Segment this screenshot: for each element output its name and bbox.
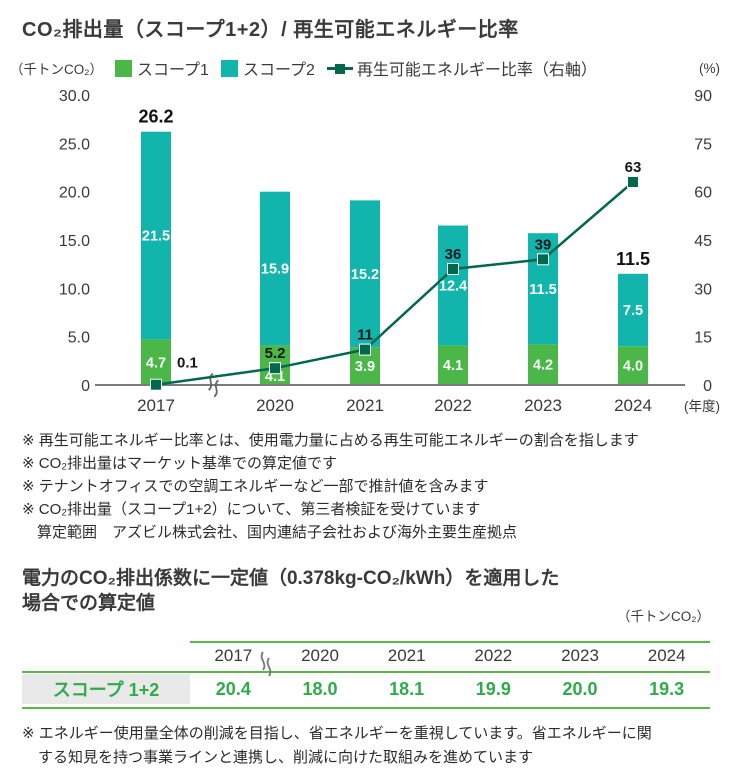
line-marker-square	[334, 63, 345, 74]
svg-text:2024: 2024	[614, 396, 652, 415]
svg-text:20.0: 20.0	[59, 185, 90, 202]
svg-text:39: 39	[535, 236, 552, 253]
chart-title: CO₂排出量（スコープ1+2）/ 再生可能エネルギー比率	[22, 19, 519, 41]
note-line: ※ テナントオフィスでの空調エネルギーなど一部で推計値を含みます	[22, 478, 489, 495]
svg-text:25.0: 25.0	[59, 136, 90, 153]
note-line: ※ 再生可能エネルギー比率とは、使用電力量に占める再生可能エネルギーの割合を指し…	[22, 432, 639, 449]
legend-item-renewable: 再生可能エネルギー比率（右軸）	[326, 56, 597, 80]
table-year-header: 2017	[214, 646, 253, 665]
svg-text:15.9: 15.9	[261, 262, 289, 278]
svg-text:30: 30	[694, 281, 712, 298]
table-value: 18.1	[389, 678, 425, 699]
svg-text:12.4: 12.4	[439, 278, 467, 294]
svg-text:11.5: 11.5	[616, 249, 650, 269]
svg-text:60: 60	[694, 185, 712, 202]
section2-title-line1: 電力のCO₂排出係数に一定値（0.378kg-CO₂/kWh）を適用した	[22, 568, 560, 589]
table-year-header: 2021	[387, 646, 426, 665]
svg-text:75: 75	[694, 136, 712, 153]
table-year-header: 2022	[474, 646, 513, 665]
table-value: 18.0	[302, 678, 338, 699]
legend-label-scope2: スコープ2	[242, 62, 315, 79]
scope-total-table: 2017 2020 2021 2022 2023 2024 スコープ 1+2 2…	[22, 641, 710, 709]
table-row-label: スコープ 1+2	[22, 674, 190, 704]
table-data-row: スコープ 1+2 20.4 18.0 18.1 19.9 20.0 19.3	[22, 671, 710, 707]
section2-title: 電力のCO₂排出係数に一定値（0.378kg-CO₂/kWh）を適用した 場合で…	[22, 566, 728, 616]
svg-text:4.7: 4.7	[146, 355, 166, 371]
svg-text:30.0: 30.0	[59, 88, 90, 105]
svg-text:5.0: 5.0	[68, 330, 90, 347]
chart-legend: （千トンCO₂） スコープ1 スコープ2 再生可能エネルギー比率（右軸） (%)	[10, 56, 740, 80]
chart-notes: ※ 再生可能エネルギー比率とは、使用電力量に占める再生可能エネルギーの割合を指し…	[22, 429, 728, 544]
table-value: 20.4	[215, 678, 251, 699]
svg-text:15.0: 15.0	[59, 233, 90, 250]
svg-text:26.2: 26.2	[138, 107, 173, 127]
svg-text:0.1: 0.1	[177, 355, 198, 372]
right-axis-unit: (%)	[699, 60, 720, 76]
svg-text:15: 15	[694, 330, 712, 347]
note-line: ※ CO₂排出量（スコープ1+2）について、第三者検証を受けています	[22, 501, 481, 518]
note-scope-line: 算定範囲 アズビル株式会社、国内連結子会社および海外主要生産拠点	[37, 524, 518, 541]
svg-text:4.0: 4.0	[623, 359, 643, 375]
table-value: 20.0	[562, 678, 598, 699]
co2-emissions-chart: 30.0 25.0 20.0 15.0 10.0 5.0 0 90 75 60 45 30 15 0 21.…	[59, 88, 720, 415]
svg-text:11.5: 11.5	[529, 282, 556, 298]
svg-text:(年度): (年度)	[684, 399, 720, 414]
svg-text:2021: 2021	[346, 396, 384, 415]
svg-text:3.9: 3.9	[355, 359, 375, 375]
svg-text:0: 0	[703, 378, 712, 395]
svg-text:90: 90	[694, 88, 712, 105]
svg-text:7.5: 7.5	[623, 303, 643, 319]
footnote-line1: ※ エネルギー使用量全体の削減を目指し、省エネルギーを重視しています。省エネルギ…	[22, 725, 652, 742]
table-year-header: 2024	[647, 646, 686, 665]
line-marker-icon	[326, 60, 353, 77]
table-bottom-line	[22, 707, 710, 709]
section2-title-line2: 場合での算定値	[22, 593, 156, 614]
svg-text:2017: 2017	[137, 396, 175, 415]
table-header-row: 2017 2020 2021 2022 2023 2024	[22, 641, 710, 671]
svg-text:4.1: 4.1	[443, 358, 463, 374]
table-year-header: 2023	[561, 646, 599, 665]
footnote-line2: する知見を持つ事業ラインと連携し、削減に向けた取組みを進めています	[38, 749, 534, 766]
svg-text:36: 36	[445, 246, 462, 263]
svg-text:2022: 2022	[434, 396, 472, 415]
table-mid-line	[22, 671, 710, 673]
legend-item-scope1: スコープ1	[115, 56, 209, 80]
legend-label-renewable: 再生可能エネルギー比率（右軸）	[356, 62, 597, 79]
legend-item-scope2: スコープ2	[220, 56, 315, 80]
svg-text:10.0: 10.0	[59, 281, 90, 298]
svg-text:5.2: 5.2	[265, 345, 286, 362]
bottom-footnote: ※ エネルギー使用量全体の削減を目指し、省エネルギーを重視しています。省エネルギ…	[22, 722, 734, 770]
svg-text:63: 63	[625, 159, 642, 176]
left-axis-unit: （千トンCO₂）	[10, 62, 103, 77]
scope1-swatch-icon	[115, 59, 132, 77]
legend-label-scope1: スコープ1	[137, 62, 209, 79]
section2-unit: （千トンCO₂）	[617, 609, 710, 624]
svg-text:11: 11	[357, 327, 373, 344]
note-line: ※ CO₂排出量はマーケット基準での算定値です	[22, 455, 338, 472]
svg-text:4.2: 4.2	[533, 358, 553, 374]
table-axis-break-icon	[260, 651, 272, 677]
svg-text:21.5: 21.5	[142, 229, 170, 245]
scope2-swatch-icon	[220, 59, 238, 77]
svg-text:0: 0	[81, 378, 90, 395]
svg-text:45: 45	[694, 233, 712, 250]
svg-text:2023: 2023	[524, 396, 562, 415]
table-value: 19.9	[475, 678, 511, 699]
svg-text:15.2: 15.2	[351, 267, 379, 283]
table-value: 19.3	[649, 678, 685, 699]
svg-text:2020: 2020	[256, 396, 294, 415]
table-year-header: 2020	[301, 646, 339, 665]
table-top-line	[190, 641, 710, 643]
